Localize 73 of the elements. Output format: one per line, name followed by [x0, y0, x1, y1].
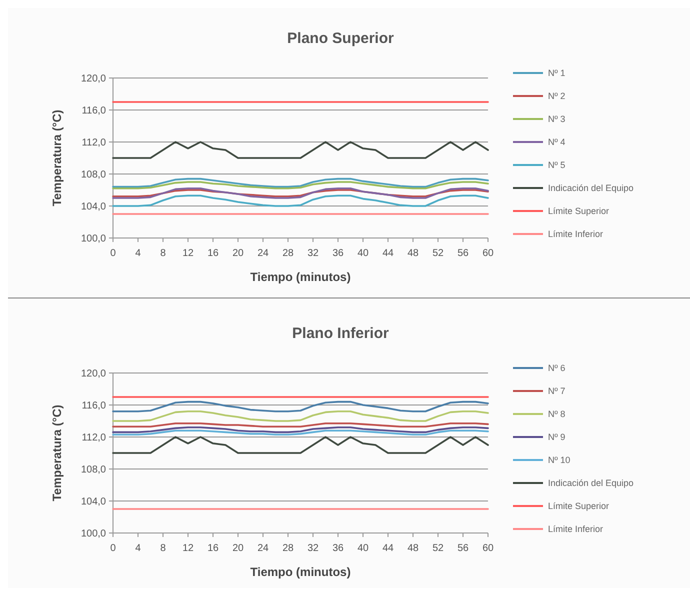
x-axis-title: Tiempo (minutos) [250, 565, 351, 579]
legend-label: Límite Inferior [548, 229, 604, 240]
legend-label: Límite Superior [548, 206, 610, 216]
legend-label: Indicación del Equipo [548, 478, 634, 488]
legend-label: Nº 1 [548, 68, 566, 78]
x-tick-label: 40 [357, 543, 369, 554]
x-tick-label: 60 [482, 248, 494, 259]
legend-label: Nº 6 [548, 363, 566, 374]
line-series [112, 410, 489, 422]
x-tick-label: 4 [135, 543, 142, 554]
x-tick-label: 12 [182, 248, 194, 259]
y-axis-title: Temperatura (°C) [50, 404, 64, 502]
line-series [112, 181, 489, 190]
x-tick-label: 28 [282, 543, 294, 554]
y-tick-label: 100,0 [80, 234, 106, 244]
x-tick-label: 48 [407, 543, 419, 554]
y-tick-label: 104,0 [80, 496, 106, 508]
x-tick-label: 16 [207, 248, 219, 259]
y-tick-label: 116,0 [82, 400, 106, 412]
chart-title: Plano Inferior [292, 325, 389, 342]
legend-label: Nº 10 [548, 455, 570, 466]
y-tick-label: 108,0 [80, 464, 106, 476]
x-tick-label: 8 [160, 248, 166, 259]
x-tick-label: 56 [457, 543, 469, 554]
x-tick-label: 32 [307, 248, 319, 259]
x-tick-label: 0 [110, 248, 116, 259]
x-tick-label: 20 [232, 543, 244, 554]
y-tick-label: 116,0 [82, 106, 106, 116]
x-tick-label: 20 [232, 248, 244, 259]
y-tick-label: 100,0 [80, 528, 106, 540]
x-tick-label: 36 [332, 248, 344, 259]
y-tick-label: 104,0 [80, 202, 106, 212]
x-tick-label: 40 [357, 248, 369, 259]
legend-label: Indicación del Equipo [548, 183, 634, 194]
x-tick-label: 16 [207, 543, 219, 554]
x-tick-label: 4 [135, 248, 142, 259]
x-tick-label: 8 [160, 543, 166, 554]
legend-label: Límite Inferior [548, 524, 604, 534]
x-tick-label: 52 [432, 543, 444, 554]
y-tick-label: 112,0 [82, 432, 106, 444]
x-axis-title: Tiempo (minutos) [250, 270, 351, 284]
x-tick-label: 52 [432, 248, 444, 259]
legend-label: Nº 2 [548, 91, 566, 102]
legend-label: Límite Superior [548, 501, 610, 512]
x-tick-label: 56 [457, 248, 469, 259]
legend-label: Nº 4 [548, 137, 566, 148]
x-tick-label: 44 [382, 248, 394, 259]
legend-label: Nº 8 [548, 409, 566, 420]
line-series [112, 400, 489, 412]
x-tick-label: 28 [282, 248, 294, 259]
y-axis-title: Temperatura (°C) [50, 110, 64, 206]
line-series [112, 178, 489, 188]
x-tick-label: 32 [307, 543, 319, 554]
x-tick-label: 0 [110, 543, 116, 554]
y-tick-label: 120,0 [80, 74, 106, 84]
y-tick-label: 112,0 [82, 138, 106, 148]
legend-label: Nº 3 [548, 114, 566, 124]
line-series [112, 436, 489, 454]
legend-label: Nº 9 [548, 432, 566, 442]
y-tick-label: 108,0 [80, 170, 106, 180]
y-tick-label: 120,0 [80, 368, 106, 380]
x-tick-label: 24 [257, 543, 269, 554]
x-tick-label: 44 [382, 543, 394, 554]
legend-label: Nº 5 [548, 160, 566, 170]
chart-title: Plano Superior [287, 30, 394, 47]
line-series [112, 194, 489, 207]
x-tick-label: 60 [482, 543, 494, 554]
x-tick-label: 24 [257, 248, 269, 259]
x-tick-label: 48 [407, 248, 419, 259]
x-tick-label: 12 [182, 543, 194, 554]
x-tick-label: 36 [332, 543, 344, 554]
line-series [112, 141, 489, 159]
legend-label: Nº 7 [548, 386, 566, 396]
